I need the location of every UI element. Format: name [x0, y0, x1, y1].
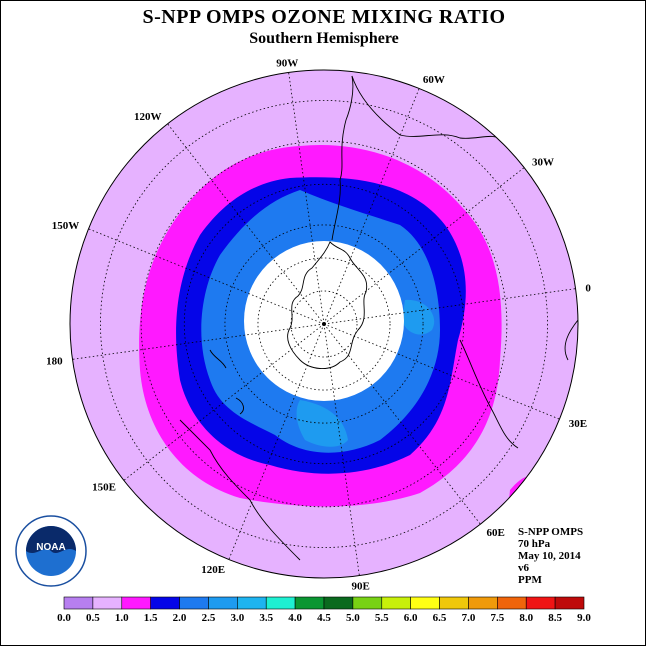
- colorbar-box: [352, 596, 383, 610]
- colorbar-box: [179, 596, 209, 610]
- colorbar-tick-label: 6.0: [404, 612, 418, 624]
- colorbar-box: [265, 596, 296, 610]
- colorbar-tick-label: 7.5: [490, 612, 504, 624]
- south-pole-marker: [322, 322, 326, 326]
- colorbar-box: [381, 596, 411, 610]
- logo-text: NOAA: [36, 542, 65, 553]
- polar-night-mask: [244, 241, 404, 401]
- colorbar-tick-label: 1.5: [144, 612, 158, 624]
- colorbar-box: [294, 596, 325, 610]
- longitude-label: 120W: [134, 111, 162, 123]
- latitude-circle: [140, 140, 508, 508]
- latitude-circle: [224, 224, 424, 424]
- colorbar-tick-label: 4.5: [317, 612, 331, 624]
- colorbar-tick-label: 8.0: [519, 612, 533, 624]
- info-version: v6: [518, 562, 529, 574]
- colorbar-tick-label: 5.5: [375, 612, 389, 624]
- colorbar-tick-label: 4.0: [288, 612, 302, 624]
- map-boundary: [69, 69, 579, 579]
- colorbar-tick-label: 3.5: [259, 612, 273, 624]
- colorbar-tick-label: 3.0: [230, 612, 244, 624]
- colorbar-tick-label: 7.0: [462, 612, 476, 624]
- latitude-circle: [290, 290, 358, 358]
- info-level: 70 hPa: [518, 538, 551, 550]
- latitude-circle: [100, 100, 548, 548]
- info-block: S-NPP OMPS 70 hPa May 10, 2014 v6 PPM: [518, 526, 583, 586]
- map-disk: [70, 70, 578, 578]
- colorbar-tick-label: 2.0: [173, 612, 187, 624]
- map-title: S-NPP OMPS OZONE MIXING RATIO: [142, 6, 506, 28]
- colorbar-box: [525, 596, 556, 610]
- longitude-label: 30W: [532, 157, 554, 169]
- ozone-band-2.5-3.0: [296, 299, 435, 447]
- colorbar-tick-label: 9.0: [577, 612, 591, 624]
- longitude-label: 30E: [569, 418, 587, 430]
- longitude-label: 180: [46, 356, 63, 368]
- colorbar-tick-label: 5.0: [346, 612, 360, 624]
- longitude-label: 150E: [92, 482, 116, 494]
- colorbar-box: [92, 596, 123, 610]
- colorbar-box: [121, 596, 151, 610]
- noaa-logo-icon: NOAA: [15, 515, 87, 587]
- longitude-label: 0: [585, 282, 591, 294]
- colorbar-box: [410, 596, 440, 610]
- logo-wave: [26, 526, 76, 554]
- colorbar-tick-label: 1.0: [115, 612, 129, 624]
- longitude-label: 150W: [52, 220, 80, 232]
- colorbar-tick-label: 8.5: [548, 612, 562, 624]
- longitude-label: 60E: [487, 527, 505, 539]
- longitude-label: 120E: [201, 564, 225, 576]
- longitude-label: 60W: [423, 74, 445, 86]
- colorbar-boxes: [63, 596, 585, 610]
- colorbar-box: [468, 596, 498, 610]
- latitude-circle: [257, 257, 391, 391]
- colorbar-box: [63, 596, 94, 610]
- colorbar-tick-label: 0.0: [57, 612, 71, 624]
- colorbar-tick-label: 0.5: [86, 612, 100, 624]
- colorbar-box: [439, 596, 469, 610]
- longitude-label: 90E: [352, 580, 370, 592]
- colorbar-box: [497, 596, 527, 610]
- lat-lon-grid: [72, 72, 576, 576]
- colorbar-box: [237, 596, 267, 610]
- longitude-labels: 90W 60W 120W 30W 150W 0 180 30E 150E 60E 120E 90E: [46, 58, 591, 593]
- info-instrument: S-NPP OMPS: [518, 526, 584, 538]
- colorbar-box: [150, 596, 180, 610]
- info-date: May 10, 2014: [518, 550, 581, 562]
- colorbar-ticks: 0.0 0.5 1.0 1.5 2.0 2.5 3.0 3.5 4.0 4.5 5.0 5.5 6.0 6…: [57, 612, 591, 624]
- colorbar-tick-label: 2.5: [202, 612, 216, 624]
- map-subtitle: Southern Hemisphere: [249, 30, 399, 47]
- colorbar-box: [208, 596, 238, 610]
- info-units: PPM: [518, 574, 542, 586]
- latitude-circle: [183, 183, 465, 465]
- colorbar-tick-label: 6.5: [433, 612, 447, 624]
- longitude-label: 90W: [276, 58, 298, 70]
- colorbar-box: [554, 596, 585, 610]
- coastlines: [179, 75, 578, 561]
- colorbar-box: [323, 596, 354, 610]
